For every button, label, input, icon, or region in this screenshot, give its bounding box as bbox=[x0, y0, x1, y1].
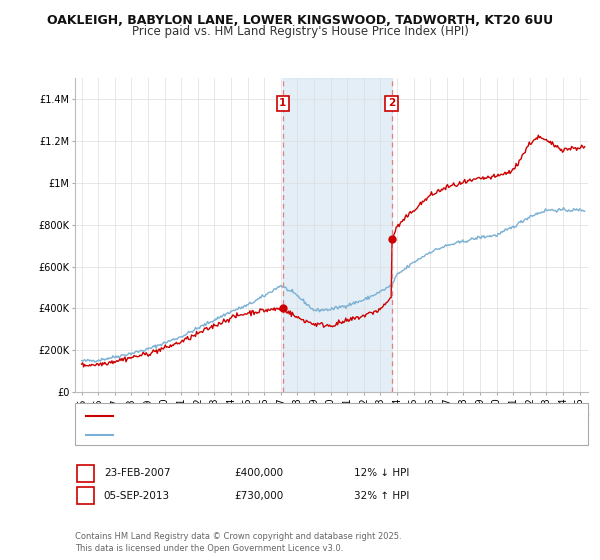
Text: 1: 1 bbox=[82, 468, 89, 478]
Text: 32% ↑ HPI: 32% ↑ HPI bbox=[354, 491, 409, 501]
Bar bbox=[283, 78, 392, 392]
Text: 12% ↓ HPI: 12% ↓ HPI bbox=[354, 468, 409, 478]
Text: £730,000: £730,000 bbox=[234, 491, 283, 501]
Text: OAKLEIGH, BABYLON LANE, LOWER KINGSWOOD, TADWORTH, KT20 6UU (detached house): OAKLEIGH, BABYLON LANE, LOWER KINGSWOOD,… bbox=[119, 410, 590, 421]
Text: Price paid vs. HM Land Registry's House Price Index (HPI): Price paid vs. HM Land Registry's House … bbox=[131, 25, 469, 38]
Text: £400,000: £400,000 bbox=[234, 468, 283, 478]
Text: HPI: Average price, detached house, Reigate and Banstead: HPI: Average price, detached house, Reig… bbox=[119, 430, 427, 440]
Text: 1: 1 bbox=[279, 99, 286, 109]
Text: 2: 2 bbox=[388, 99, 395, 109]
Text: Contains HM Land Registry data © Crown copyright and database right 2025.
This d: Contains HM Land Registry data © Crown c… bbox=[75, 533, 401, 553]
Text: OAKLEIGH, BABYLON LANE, LOWER KINGSWOOD, TADWORTH, KT20 6UU: OAKLEIGH, BABYLON LANE, LOWER KINGSWOOD,… bbox=[47, 14, 553, 27]
Text: 05-SEP-2013: 05-SEP-2013 bbox=[104, 491, 170, 501]
Text: 23-FEB-2007: 23-FEB-2007 bbox=[104, 468, 170, 478]
Text: 2: 2 bbox=[82, 491, 89, 501]
